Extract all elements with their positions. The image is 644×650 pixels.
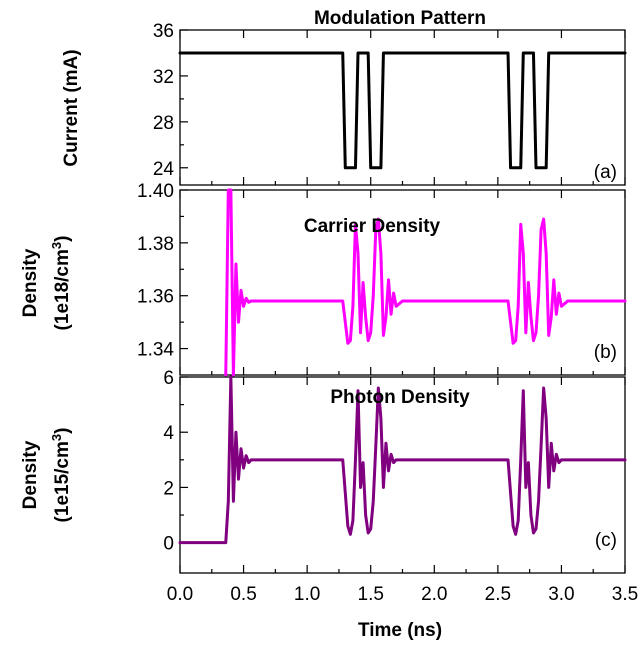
x-tick-label: 2.0: [421, 584, 447, 605]
panel-c-ylabel-units: (1e15/cm3): [49, 428, 73, 523]
panel-b-ylabel-units: (1e18/cm3): [49, 236, 73, 331]
panel-b-ticks: 1.34 1.36 1.38 1.40: [137, 181, 626, 375]
panel-c-ytick-label: 0: [163, 534, 174, 555]
panel-c-ylabel: Density: [20, 440, 41, 509]
panel-b-ytick-label: 1.40: [137, 181, 174, 202]
panel-b-ylabel: Density: [20, 248, 41, 317]
panel-a-ticks: 24 28 32 36: [153, 21, 626, 185]
panel-c-ytick-label: 2: [163, 478, 174, 499]
x-tick-label: 0.0: [167, 584, 193, 605]
panel-a-plot: [178, 51, 627, 170]
panel-c-ticks: 0 2 4 6 0.0 0.5 1.0 1.5 2.0 2.5 3.0 3.5: [163, 368, 638, 605]
panel-c-tag: (c): [595, 530, 617, 551]
panel-b-ytick-label: 1.38: [137, 234, 174, 255]
panel-a-series-line: [178, 51, 627, 170]
panel-c-plot: [178, 375, 627, 545]
panel-c-title: Photon Density: [330, 387, 470, 408]
panel-a-ytick-label: 28: [153, 113, 174, 134]
panel-a-ytick-label: 24: [153, 159, 175, 180]
panel-a-ytick-label: 36: [153, 21, 174, 42]
panel-b-plot: [224, 188, 627, 377]
x-tick-label: 1.5: [358, 584, 384, 605]
panel-a-ytick-label: 32: [153, 67, 174, 88]
x-axis-label: Time (ns): [358, 620, 442, 641]
panel-c: 0 2 4 6 0.0 0.5 1.0 1.5 2.0 2.5 3.0 3.5 Photon Dens…: [20, 368, 638, 641]
x-tick-label: 3.5: [612, 584, 638, 605]
panel-a: 24 28 32 36 Modulation Pattern (a) Current …: [61, 8, 627, 186]
x-tick-label: 2.5: [485, 584, 511, 605]
panel-b-ytick-label: 1.36: [137, 287, 174, 308]
x-tick-label: 3.0: [548, 584, 574, 605]
panel-a-title: Modulation Pattern: [314, 8, 486, 29]
panel-a-ylabel: Current (mA): [61, 49, 82, 166]
panel-c-ytick-label: 6: [163, 368, 174, 389]
x-tick-label: 1.0: [294, 584, 320, 605]
x-tick-label: 0.5: [230, 584, 256, 605]
panel-b-series-line: [224, 188, 627, 377]
panel-a-tag: (a): [594, 162, 617, 183]
panel-c-series-line: [178, 375, 627, 545]
panel-b-ytick-label: 1.34: [137, 340, 174, 361]
panel-c-ytick-label: 4: [163, 423, 174, 444]
panel-b-tag: (b): [594, 342, 617, 363]
panel-b-title: Carrier Density: [304, 216, 441, 237]
panel-b: 1.34 1.36 1.38 1.40 Carrier Density (b) Den…: [20, 181, 627, 377]
